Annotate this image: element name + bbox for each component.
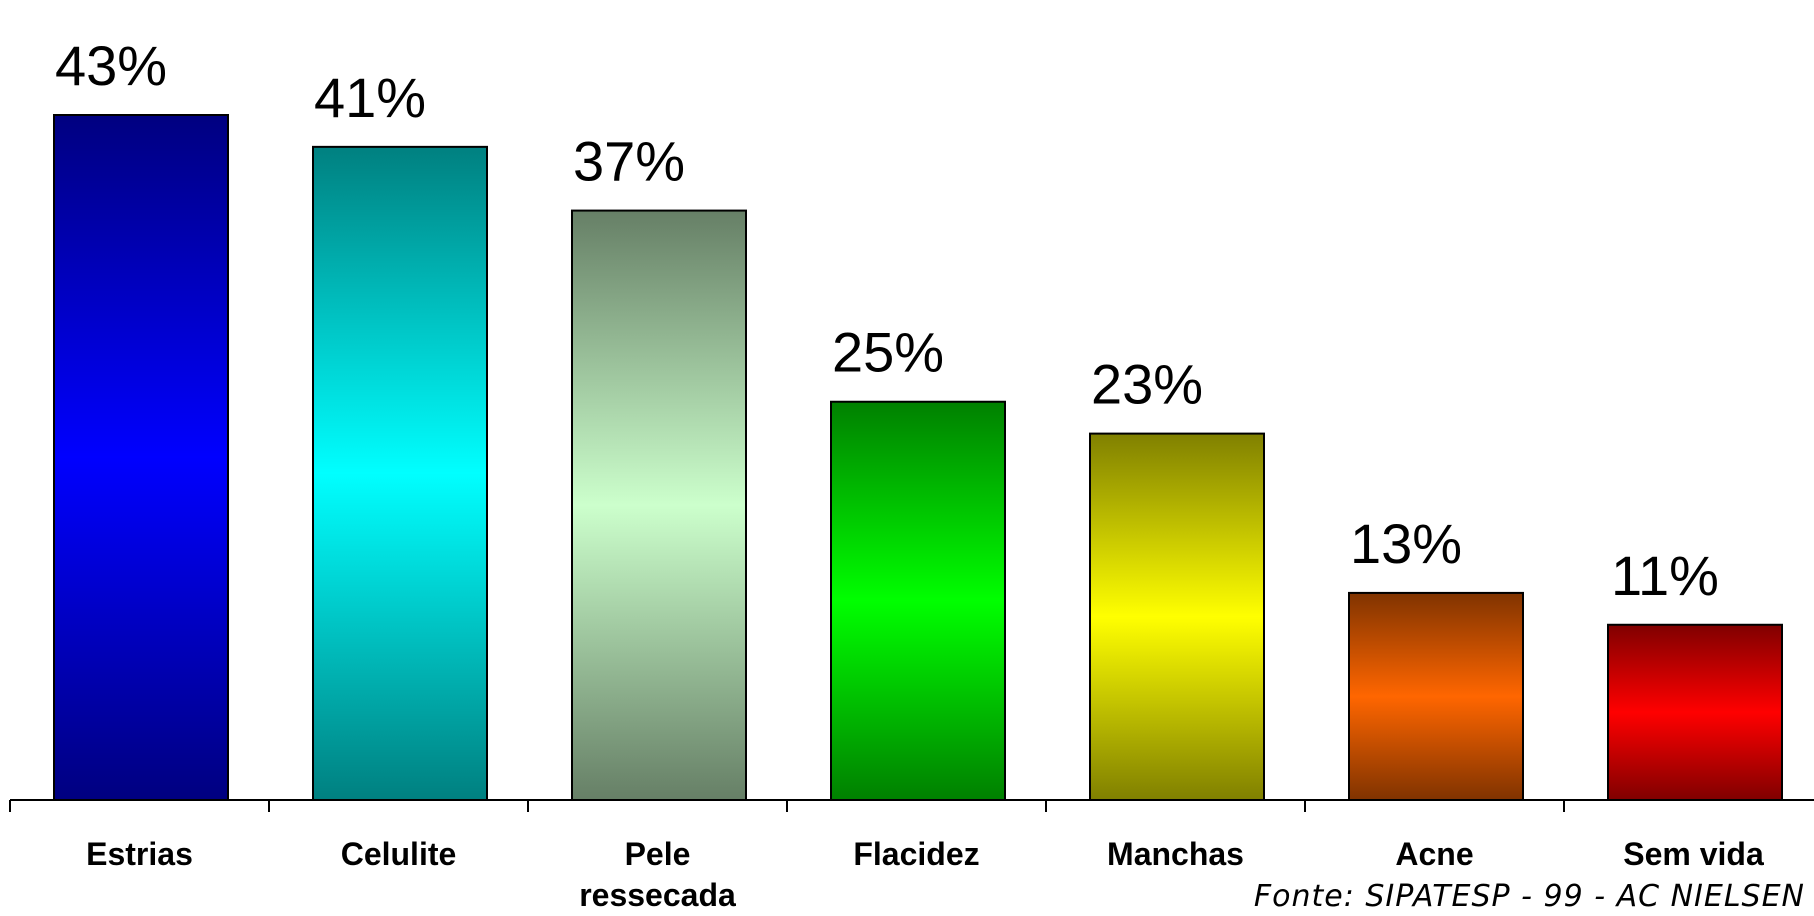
data-label: 13% [1350,512,1462,575]
tick-label: Acne [1395,836,1473,872]
bar-flacidez [830,400,1006,801]
tick-label: Manchas [1107,836,1244,872]
bar-celulite [312,145,488,801]
data-label: 37% [573,130,685,193]
bar-acne [1348,591,1524,801]
data-label: 41% [314,66,426,129]
bars-layer [53,114,1783,802]
tick-label: Sem vida [1623,836,1764,872]
data-label: 25% [832,321,944,384]
tick-label: Celulite [341,836,457,872]
bar-manchas [1089,432,1265,801]
x-axis [9,799,1814,812]
data-label: 23% [1091,353,1203,416]
bar-estrias [53,114,229,801]
tick-label: Pele ressecada [579,836,736,913]
data-label: 11% [1611,544,1719,607]
data-label: 43% [55,34,167,97]
source-note: Fonte: SIPATESP - 99 - AC NIELSEN [1254,879,1805,914]
value-labels-layer: 43% 41% 37% 25% 23% 13% 11% [55,34,1719,607]
bar-sem-vida [1607,623,1783,802]
tick-label: Estrias [86,836,193,872]
tick-label: Flacidez [853,836,979,872]
bar-pele-ressecada [571,209,747,801]
category-labels-layer: Estrias Celulite Pele ressecada Flacidez Manc… [86,836,1764,913]
